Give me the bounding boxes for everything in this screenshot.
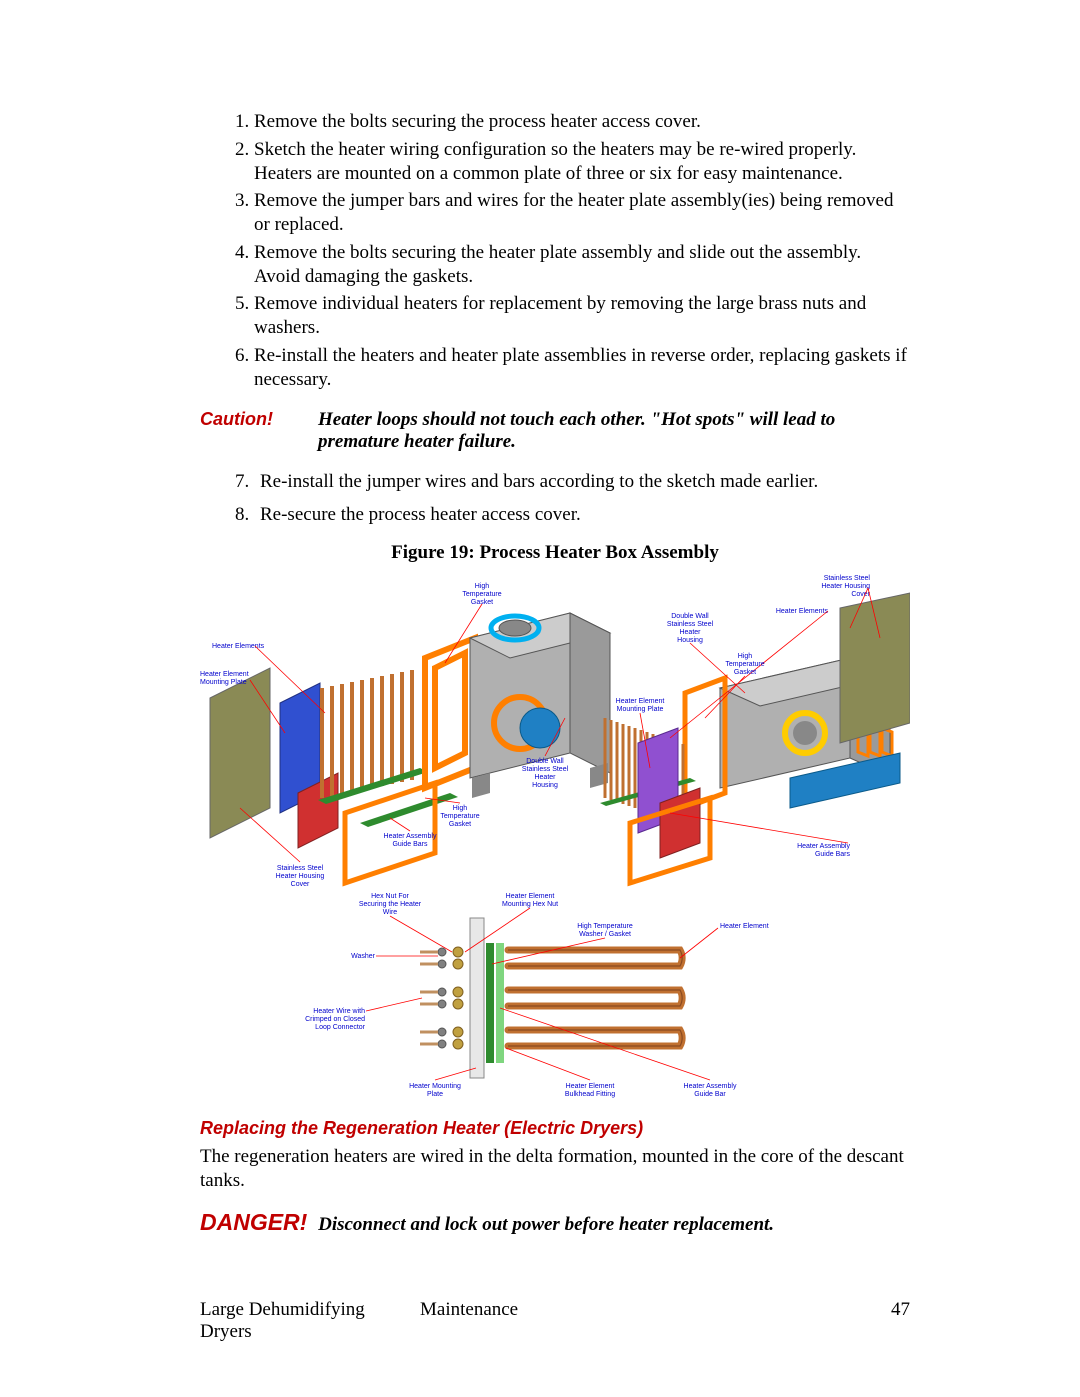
footer-left: Large Dehumidifying Dryers [200, 1299, 420, 1343]
procedure-step: Remove the jumper bars and wires for the… [254, 189, 910, 237]
procedure-step: Re-install the jumper wires and bars acc… [254, 467, 910, 497]
svg-text:Stainless SteelHeater HousingC: Stainless SteelHeater HousingCover [821, 575, 870, 598]
footer-center: Maintenance [420, 1299, 700, 1343]
svg-text:Stainless SteelHeater HousingC: Stainless SteelHeater HousingCover [276, 865, 325, 888]
svg-text:High TemperatureWasher / Gaske: High TemperatureWasher / Gasket [577, 923, 633, 938]
page-footer: Large Dehumidifying Dryers Maintenance 4… [200, 1299, 910, 1343]
svg-text:Heater Wire withCrimped on Clo: Heater Wire withCrimped on ClosedLoop Co… [305, 1008, 366, 1031]
svg-text:Heater ElementMounting Hex Nut: Heater ElementMounting Hex Nut [502, 893, 558, 908]
svg-text:Heater ElementBulkhead Fitting: Heater ElementBulkhead Fitting [565, 1083, 615, 1098]
caution-text: Heater loops should not touch each other… [318, 409, 910, 453]
svg-text:Heater Elements: Heater Elements [776, 608, 829, 615]
procedure-step: Sketch the heater wiring configuration s… [254, 138, 910, 186]
svg-text:Heater ElementMounting Plate: Heater ElementMounting Plate [616, 698, 665, 713]
procedure-list-part1: Remove the bolts securing the process he… [200, 110, 910, 391]
procedure-step: Remove the bolts securing the heater pla… [254, 241, 910, 289]
danger-block: DANGER! Disconnect and lock out power be… [200, 1209, 910, 1236]
procedure-list-part2: Re-install the jumper wires and bars acc… [200, 467, 910, 530]
caution-label: Caution! [200, 409, 318, 453]
caution-block: Caution! Heater loops should not touch e… [200, 409, 910, 453]
procedure-step: Remove the bolts securing the process he… [254, 110, 910, 134]
figure-caption: Figure 19: Process Heater Box Assembly [200, 542, 910, 564]
procedure-step: Re-install the heaters and heater plate … [254, 344, 910, 392]
svg-text:Heater Elements: Heater Elements [212, 643, 265, 650]
svg-text:Heater MountingPlate: Heater MountingPlate [409, 1083, 461, 1098]
figure-diagram: Heater Elements Heater ElementMounting Pl… [200, 568, 910, 1098]
danger-text: Disconnect and lock out power before hea… [318, 1214, 774, 1235]
svg-text:Heater AssemblyGuide Bar: Heater AssemblyGuide Bar [684, 1083, 737, 1098]
section-heading: Replacing the Regeneration Heater (Elect… [200, 1118, 910, 1139]
svg-text:Double WallStainless SteelHeat: Double WallStainless SteelHeaterHousing [667, 613, 714, 644]
svg-text:Washer: Washer [351, 953, 376, 960]
procedure-step: Re-secure the process heater access cove… [254, 500, 910, 530]
svg-text:Double WallStainless SteelHeat: Double WallStainless SteelHeaterHousing [522, 758, 569, 789]
danger-label: DANGER! [200, 1209, 307, 1235]
svg-text:HighTemperatureGasket: HighTemperatureGasket [462, 583, 501, 606]
body-paragraph: The regeneration heaters are wired in th… [200, 1145, 910, 1193]
svg-text:Heater AssemblyGuide Bars: Heater AssemblyGuide Bars [797, 843, 850, 858]
figure-block: Figure 19: Process Heater Box Assembly H… [200, 542, 910, 1098]
svg-text:HighTemperatureGasket: HighTemperatureGasket [725, 653, 764, 676]
svg-text:Hex Nut ForSecuring the Heater: Hex Nut ForSecuring the HeaterWire [359, 893, 422, 916]
svg-text:Heater Element: Heater Element [720, 923, 769, 930]
svg-text:Heater ElementMounting Plate: Heater ElementMounting Plate [200, 671, 249, 686]
footer-page-number: 47 [700, 1299, 910, 1343]
svg-text:Heater AssemblyGuide Bars: Heater AssemblyGuide Bars [384, 833, 437, 848]
procedure-step: Remove individual heaters for replacemen… [254, 292, 910, 340]
svg-text:HighTemperatureGasket: HighTemperatureGasket [440, 805, 479, 828]
